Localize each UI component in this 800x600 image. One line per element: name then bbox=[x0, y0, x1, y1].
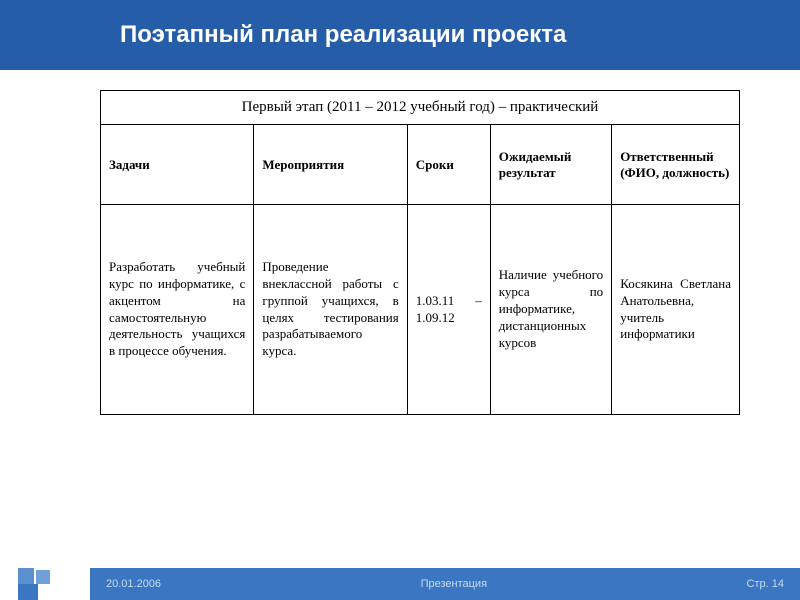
cell-result: Наличие учебного курса по информатике, д… bbox=[490, 205, 611, 415]
col-header-result: Ожидаемый результат bbox=[490, 125, 611, 205]
deco-square-icon bbox=[18, 584, 38, 600]
deco-square-icon bbox=[36, 570, 50, 584]
table-row: Разработать учебный курс по информатике,… bbox=[101, 205, 740, 415]
stage-title-cell: Первый этап (2011 – 2012 учебный год) – … bbox=[101, 91, 740, 125]
content-area: Первый этап (2011 – 2012 учебный год) – … bbox=[0, 70, 800, 415]
footer: 20.01.2006 Презентация Стр. 14 bbox=[0, 568, 800, 600]
deco-square-icon bbox=[18, 568, 34, 584]
col-header-tasks: Задачи bbox=[101, 125, 254, 205]
col-header-dates: Сроки bbox=[407, 125, 490, 205]
cell-activities: Проведение внеклассной работы с группой … bbox=[254, 205, 407, 415]
col-header-activities: Мероприятия bbox=[254, 125, 407, 205]
col-header-responsible: Ответственный (ФИО, должность) bbox=[612, 125, 740, 205]
footer-strip: 20.01.2006 Презентация Стр. 14 bbox=[90, 568, 800, 600]
cell-responsible: Косякина Светлана Анатольевна, учитель и… bbox=[612, 205, 740, 415]
title-bar: Поэтапный план реализации проекта bbox=[0, 0, 800, 70]
footer-center-label: Презентация bbox=[161, 578, 746, 590]
stage-row: Первый этап (2011 – 2012 учебный год) – … bbox=[101, 91, 740, 125]
column-headers-row: Задачи Мероприятия Сроки Ожидаемый резул… bbox=[101, 125, 740, 205]
footer-decoration bbox=[0, 568, 90, 600]
plan-table: Первый этап (2011 – 2012 учебный год) – … bbox=[100, 90, 740, 415]
footer-page-number: Стр. 14 bbox=[747, 578, 784, 590]
footer-date: 20.01.2006 bbox=[106, 578, 161, 590]
cell-tasks: Разработать учебный курс по информатике,… bbox=[101, 205, 254, 415]
page-title: Поэтапный план реализации проекта bbox=[120, 21, 566, 49]
cell-dates: 1.03.11 – 1.09.12 bbox=[407, 205, 490, 415]
